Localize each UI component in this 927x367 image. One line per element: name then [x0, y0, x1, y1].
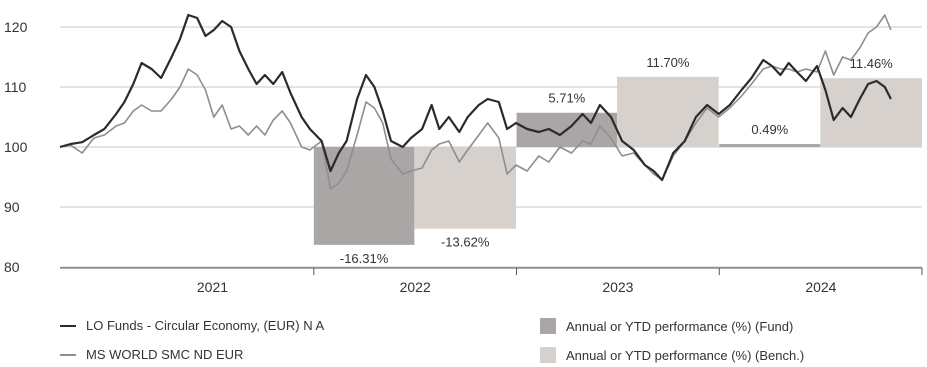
y-tick-label: 100 [4, 139, 28, 155]
bar-value-label: 11.46% [850, 56, 894, 71]
y-tick-label: 80 [4, 259, 20, 275]
bar-value-label: -16.31% [340, 251, 389, 266]
legend-bench-line-label: MS WORLD SMC ND EUR [86, 347, 244, 362]
x-tick-label: 2022 [400, 279, 431, 295]
series-line [59, 13, 892, 182]
bar-value-label: 11.70% [646, 55, 690, 70]
series-lines [59, 13, 892, 190]
y-tick-label: 90 [4, 199, 20, 215]
bar-value-label: -13.62% [441, 235, 490, 250]
legend-fund-line: LO Funds - Circular Economy, (EUR) N A [60, 318, 324, 333]
performance-bar [719, 144, 821, 147]
y-tick-label: 120 [4, 19, 28, 35]
legend-bench-line: MS WORLD SMC ND EUR [60, 347, 243, 362]
bar-value-label: 5.71% [548, 91, 585, 106]
performance-bar [820, 78, 922, 147]
x-axis: 2021 2022 2023 2024 [60, 267, 923, 295]
performance-bar [313, 147, 415, 245]
bench-line-swatch [60, 353, 76, 356]
performance-bars [313, 76, 922, 245]
x-tick-label: 2024 [805, 279, 836, 295]
bar-value-label: 0.49% [751, 122, 788, 137]
bench-bar-swatch [540, 347, 556, 363]
fund-line-swatch [60, 324, 76, 327]
fund-bar-swatch [540, 318, 556, 334]
legend-fund-bar-label: Annual or YTD performance (%) (Fund) [566, 318, 794, 334]
x-tick-label: 2021 [197, 279, 228, 295]
y-tick-label: 110 [4, 79, 27, 95]
series-line [59, 14, 892, 190]
legend-bench-bar-label: Annual or YTD performance (%) (Bench.) [566, 347, 805, 363]
x-tick-label: 2023 [602, 279, 633, 295]
performance-bar [414, 147, 516, 229]
legend-fund-bar: Annual or YTD performance (%) (Fund) [540, 318, 793, 334]
legend-bench-bar: Annual or YTD performance (%) (Bench.) [540, 347, 804, 363]
bar-labels: -16.31% -13.62% 5.71% 11.70% 0.49% 11.46% [340, 55, 893, 266]
legend-fund-line-label: LO Funds - Circular Economy, (EUR) N A [86, 318, 325, 333]
